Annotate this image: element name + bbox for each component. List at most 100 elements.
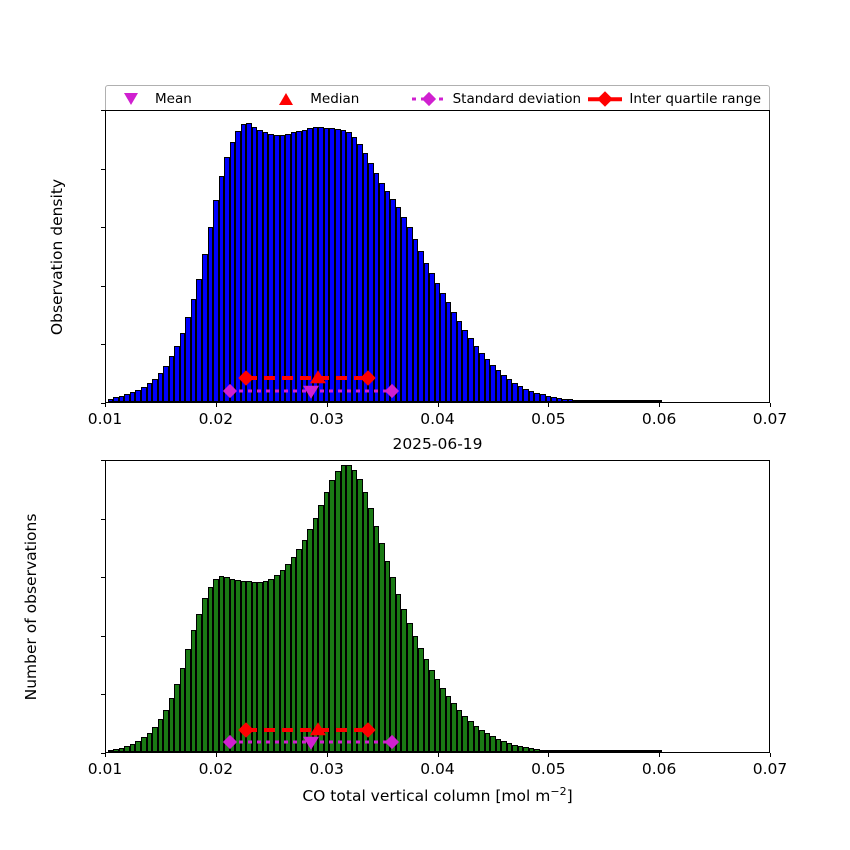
histogram-bar — [545, 395, 552, 402]
triangle-up-icon — [269, 91, 303, 107]
x-tick — [105, 403, 106, 407]
histogram-bar — [190, 630, 197, 752]
histogram-bar — [639, 400, 646, 402]
histogram-bar — [213, 199, 219, 402]
histogram-bar — [384, 560, 391, 752]
histogram-bar — [174, 684, 180, 752]
histogram-bar — [362, 491, 369, 752]
histogram-bar — [584, 750, 590, 752]
triangle-down-icon — [114, 91, 148, 107]
x-tick — [548, 403, 550, 407]
histogram-bar — [268, 578, 274, 752]
number-of-observations-y-axis-label: Number of observations — [22, 513, 40, 700]
histogram-bar — [451, 703, 457, 752]
histogram-bar — [262, 132, 269, 402]
histogram-bar — [246, 123, 252, 402]
histogram-bar — [290, 557, 297, 752]
histogram-bar — [152, 378, 158, 402]
x-tick-label: 0.04 — [420, 760, 455, 778]
histogram-bar — [617, 750, 624, 752]
histogram-bar — [129, 743, 136, 752]
histogram-bar — [229, 579, 236, 752]
histogram-bar — [334, 470, 341, 752]
dotted-line-diamond-icon — [411, 91, 446, 107]
y-tick — [101, 577, 105, 579]
histogram-bar — [606, 750, 613, 752]
histogram-bar — [534, 392, 540, 402]
dashed-line-diamond-icon — [588, 91, 623, 107]
histogram-bar — [224, 577, 230, 752]
histogram-bar — [185, 317, 191, 402]
x-tick — [770, 753, 771, 757]
histogram-bar — [135, 389, 141, 402]
histogram-bar — [617, 400, 624, 402]
histogram-bar — [534, 749, 540, 752]
histogram-bar — [589, 750, 596, 752]
histogram-bar — [567, 399, 574, 402]
histogram-bar — [351, 137, 358, 402]
y-tick — [101, 460, 105, 461]
histogram-bar — [312, 517, 319, 752]
histogram-bar — [440, 293, 446, 402]
histogram-bar — [484, 733, 491, 752]
histogram-bar — [351, 469, 358, 752]
histogram-bar — [146, 383, 153, 402]
histogram-bar — [174, 345, 180, 402]
histogram-bar — [201, 254, 208, 402]
histogram-bar — [484, 359, 491, 402]
x-tick — [326, 753, 328, 757]
histogram-bar — [201, 598, 208, 752]
histogram-bar — [495, 738, 502, 752]
histogram-bar — [141, 386, 147, 402]
histogram-bar — [595, 400, 601, 402]
histogram-bar — [551, 750, 557, 752]
histogram-bar — [323, 127, 330, 402]
histogram-bar — [429, 273, 435, 402]
legend-item-standard-deviation: Standard deviation — [411, 91, 589, 107]
histogram-bar — [357, 144, 363, 402]
histogram-bar — [645, 400, 651, 402]
histogram-bar — [650, 750, 657, 752]
histogram-bar — [379, 543, 385, 752]
histogram-bar — [456, 321, 463, 402]
histogram-bar — [163, 365, 169, 402]
histogram-bar — [124, 745, 130, 752]
histogram-bar — [113, 397, 119, 402]
legend-item-mean: Mean — [114, 91, 269, 107]
histogram-bar — [168, 698, 175, 752]
histogram-bar — [401, 609, 407, 752]
histogram-bar — [628, 400, 635, 402]
histogram-bar — [362, 152, 369, 402]
histogram-bar — [368, 162, 374, 402]
x-tick-label: 0.07 — [752, 410, 788, 428]
observation-density-y-axis-label: Observation density — [48, 178, 66, 335]
histogram-bar — [296, 549, 302, 752]
histogram-bar — [395, 207, 402, 402]
histogram-bar — [129, 392, 136, 402]
y-tick — [101, 403, 105, 404]
histogram-bar — [490, 736, 496, 752]
histogram-bar — [235, 580, 241, 752]
histogram-bar — [218, 576, 225, 752]
histogram-bar — [412, 239, 419, 402]
histogram-bar — [251, 126, 258, 402]
histogram-bar — [390, 577, 396, 752]
x-tick — [659, 403, 661, 407]
histogram-bar — [152, 726, 158, 752]
histogram-bar — [423, 262, 430, 402]
histogram-bar — [517, 746, 524, 752]
legend-label-standard-deviation: Standard deviation — [452, 91, 582, 107]
x-tick-label: 0.05 — [531, 410, 566, 428]
histogram-bar — [407, 227, 413, 402]
histogram-bar — [323, 491, 330, 752]
histogram-bar — [407, 623, 413, 752]
histogram-bar — [506, 379, 513, 402]
x-tick-label: 0.07 — [752, 760, 788, 778]
histogram-bar — [412, 635, 419, 752]
histogram-bar — [634, 400, 640, 402]
histogram-bar — [301, 539, 308, 752]
histogram-bar — [340, 465, 347, 752]
histogram-bar — [418, 648, 424, 752]
histogram-bar — [190, 298, 197, 402]
x-tick-label: 0.03 — [309, 410, 344, 428]
